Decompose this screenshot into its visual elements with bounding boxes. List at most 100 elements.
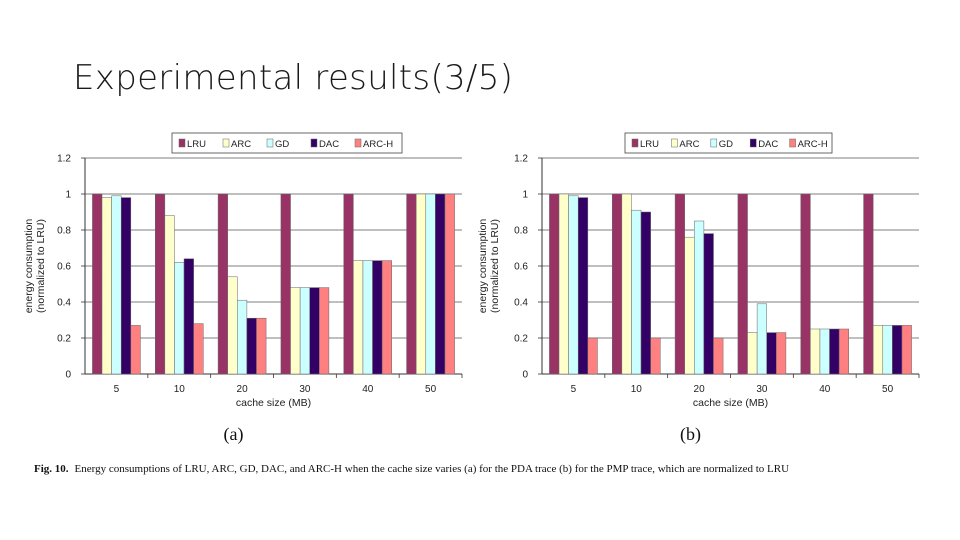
chart-b: 0 0.2 0.4 0.6 0.8 1 1.2 5 10 20 30 40 50 cache size (… xyxy=(477,132,920,445)
x-tick-label: 5 xyxy=(571,384,577,395)
y-tick-label: 0.2 xyxy=(514,334,528,345)
x-tick-label: 50 xyxy=(882,384,894,395)
x-tick-label: 50 xyxy=(425,384,437,395)
bar-dac-5 xyxy=(577,197,589,375)
bar-arc-40 xyxy=(353,260,364,375)
chart-a: 0 0.2 0.4 0.6 0.8 1 1.2 5 10 20 30 40 50 cache size (… xyxy=(23,132,463,445)
x-tick-label: 10 xyxy=(174,384,186,395)
bar-arc-h-20 xyxy=(713,337,724,375)
bar-lru-40 xyxy=(343,193,354,375)
legend-label-gd: GD xyxy=(719,139,733,150)
bar-arc-h-5 xyxy=(130,325,141,375)
legend-box xyxy=(171,132,403,154)
bar-arc-h-40 xyxy=(381,260,392,375)
x-tick-label: 10 xyxy=(631,384,643,395)
bar-gd-50 xyxy=(425,193,436,375)
legend-label-dac: DAC xyxy=(319,139,339,150)
y-tick-label: 0.4 xyxy=(57,298,71,309)
bar-gd-20 xyxy=(694,220,705,375)
bar-arc-10 xyxy=(164,215,175,375)
bar-dac-5 xyxy=(120,197,132,375)
bar-gd-40 xyxy=(362,260,373,375)
x-tick-label: 20 xyxy=(237,384,249,395)
slide-title: Experimental results(3/5) xyxy=(73,58,514,98)
legend-label-lru: LRU xyxy=(640,139,659,150)
y-tick-label: 1 xyxy=(522,190,528,201)
x-axis-title: cache size (MB) xyxy=(236,397,311,409)
bar-arc-h-30 xyxy=(776,332,787,375)
y-axis-title: energy consumption(normalized to LRU) xyxy=(477,219,501,314)
bar-arc-h-40 xyxy=(838,328,849,375)
bar-arc-20 xyxy=(684,236,695,375)
chart-sublabel: (a) xyxy=(224,424,244,445)
bar-lru-20 xyxy=(674,193,685,375)
bar-dac-30 xyxy=(309,287,320,375)
bar-arc-5 xyxy=(101,197,112,375)
x-tick-label: 20 xyxy=(694,384,706,395)
bar-gd-5 xyxy=(568,195,579,375)
bar-arc-h-20 xyxy=(256,317,267,375)
bar-arc-10 xyxy=(621,193,632,375)
y-tick-label: 0.6 xyxy=(57,262,71,273)
bar-arc-h-10 xyxy=(193,323,204,375)
legend-swatch-arc-h xyxy=(789,138,796,148)
bar-lru-5 xyxy=(92,193,103,375)
legend-swatch-lru xyxy=(631,138,639,148)
legend: LRU ARC GD DAC ARC-H xyxy=(624,132,833,154)
y-axis-title-line: (normalized to LRU) xyxy=(489,219,501,313)
y-axis-title-line: energy consumption xyxy=(23,219,35,314)
legend-swatch-arc xyxy=(222,138,230,148)
bar-lru-30 xyxy=(737,193,748,375)
y-axis-title-line: (normalized to LRU) xyxy=(35,219,47,313)
bar-arc-50 xyxy=(872,325,884,375)
bar-dac-30 xyxy=(766,332,777,375)
y-tick-label: 0.2 xyxy=(57,334,71,345)
legend-label-arc: ARC xyxy=(231,139,251,150)
bar-lru-20 xyxy=(217,193,228,375)
bar-gd-10 xyxy=(174,262,185,375)
bar-lru-40 xyxy=(800,193,811,375)
y-tick-label: 0 xyxy=(65,370,71,381)
figure-caption-label: Fig. 10. xyxy=(34,463,69,475)
legend-label-arc-h: ARC-H xyxy=(798,139,828,150)
legend-label-arc-h: ARC-H xyxy=(363,139,393,150)
bar-dac-50 xyxy=(435,193,446,375)
bar-arc-h-5 xyxy=(587,337,598,375)
bar-arc-30 xyxy=(747,332,758,375)
bar-lru-50 xyxy=(863,193,874,375)
legend: LRU ARC GD DAC ARC-H xyxy=(171,132,403,154)
y-axis-title-line: energy consumption xyxy=(477,219,489,314)
bar-arc-30 xyxy=(290,287,301,375)
bar-dac-40 xyxy=(829,328,840,375)
bar-gd-5 xyxy=(111,195,122,375)
bar-arc-h-50 xyxy=(901,325,912,375)
bar-lru-10 xyxy=(612,193,623,375)
legend-swatch-arc-h xyxy=(354,138,362,148)
y-tick-label: 0.8 xyxy=(514,226,528,237)
y-tick-label: 1 xyxy=(65,190,71,201)
x-tick-label: 30 xyxy=(299,384,311,395)
bar-gd-40 xyxy=(819,328,830,375)
legend-swatch-arc xyxy=(671,138,678,148)
bar-arc-h-30 xyxy=(319,287,330,375)
x-tick-label: 5 xyxy=(114,384,120,395)
y-tick-label: 0.6 xyxy=(514,262,528,273)
legend-swatch-dac xyxy=(749,138,757,148)
legend-box xyxy=(624,132,833,154)
legend-swatch-gd xyxy=(710,138,718,148)
bar-arc-h-10 xyxy=(650,337,661,375)
bar-gd-50 xyxy=(882,325,893,375)
bar-gd-30 xyxy=(299,287,310,375)
figure-caption: Fig. 10. Energy consumptions of LRU, ARC,… xyxy=(34,463,789,475)
bar-arc-50 xyxy=(415,193,427,375)
y-tick-label: 0 xyxy=(522,370,528,381)
bar-lru-50 xyxy=(406,193,417,375)
x-tick-label: 30 xyxy=(756,384,768,395)
x-tick-label: 40 xyxy=(819,384,831,395)
legend-label-dac: DAC xyxy=(758,139,778,150)
y-tick-label: 0.8 xyxy=(57,226,71,237)
bar-dac-10 xyxy=(183,258,194,375)
legend-swatch-dac xyxy=(310,138,318,148)
x-axis-title: cache size (MB) xyxy=(693,397,768,409)
bar-dac-40 xyxy=(372,260,383,375)
